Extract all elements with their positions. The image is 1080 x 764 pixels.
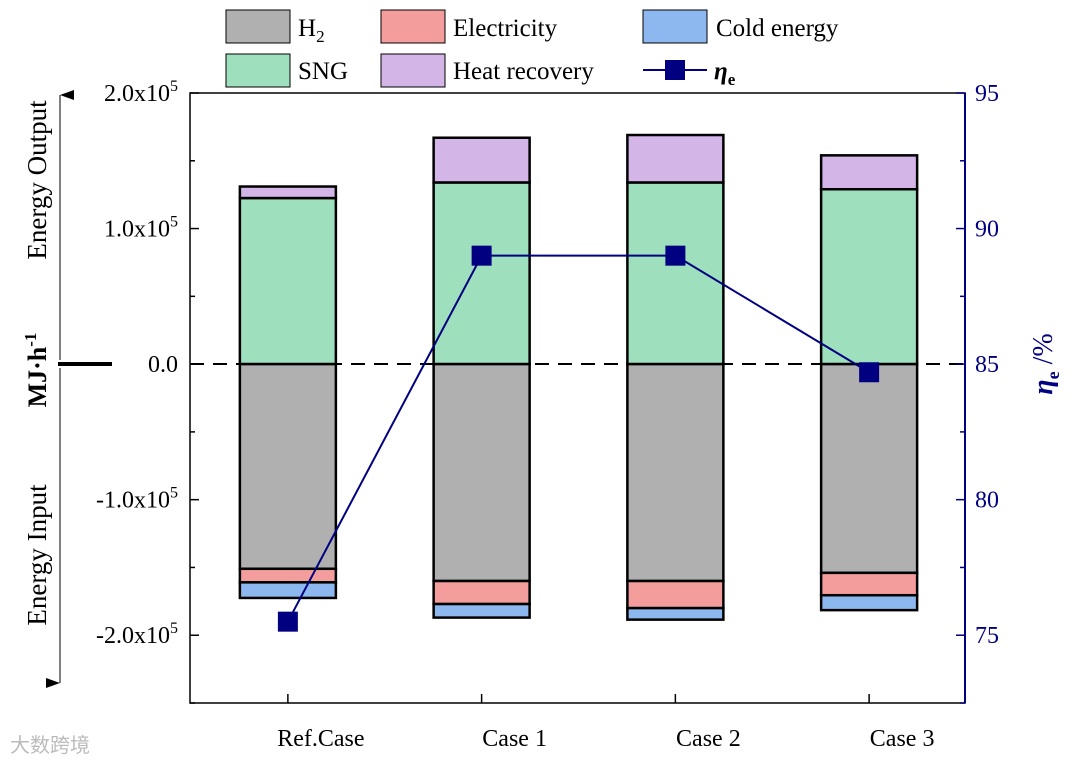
bar-cold-energy — [819, 593, 919, 612]
x-tick-label: Ref.Case — [277, 726, 364, 752]
efficiency-point — [665, 245, 686, 266]
bar-cold-energy — [238, 581, 338, 600]
left-tick-label: 2.0x105 — [104, 78, 178, 107]
unit-exponent: -1 — [21, 333, 40, 347]
bar-heat-recovery — [626, 133, 725, 184]
right-tick-label: 80 — [975, 488, 999, 514]
left-tick-label: -1.0x105 — [96, 485, 178, 514]
x-tick-label: Case 3 — [870, 726, 935, 752]
bar-sng — [626, 181, 725, 366]
efficiency-line — [286, 254, 870, 623]
energy-input-label: Energy Input — [22, 484, 52, 626]
unit-text: MJ·h — [23, 346, 52, 407]
legend-swatch-cold-energy — [642, 9, 708, 44]
left-axis: 2.0x105 1.0x105 0.0 -1.0x105 -2.0x105 — [96, 78, 199, 704]
legend-swatch-h2 — [225, 9, 291, 44]
legend-swatch-sng — [225, 53, 291, 88]
left-tick-label: 0.0 — [148, 352, 178, 378]
legend: H2 Electricity Cold energy SNG Heat reco… — [225, 9, 839, 89]
bar-cold-energy — [626, 606, 725, 621]
efficiency-point — [859, 362, 880, 383]
bar-sng — [238, 196, 338, 366]
right-tick-label: 85 — [975, 352, 999, 378]
right-axis: 75 80 85 90 95 — [956, 81, 999, 704]
bar-electricity — [626, 579, 725, 610]
left-tick-label: -2.0x105 — [96, 620, 178, 649]
energy-output-label: Energy Output — [22, 100, 52, 260]
right-axis-unit: /% — [1028, 333, 1059, 371]
legend-label-h2: H2 — [298, 15, 325, 46]
x-tick-label: Case 2 — [676, 726, 741, 752]
right-axis-label: ηe /% — [1028, 333, 1063, 394]
eta-symbol: η — [1028, 379, 1059, 394]
legend-label-cold-energy: Cold energy — [716, 15, 839, 42]
bar-heat-recovery — [238, 185, 338, 200]
bar-sng — [432, 181, 531, 366]
left-tick-label: 1.0x105 — [104, 214, 178, 243]
unit-label: MJ·h-1 — [21, 333, 52, 408]
x-axis: Ref.Case Case 1 Case 2 Case 3 — [277, 694, 934, 752]
legend-label-eta: ηe — [714, 58, 736, 89]
efficiency-point — [471, 245, 492, 266]
bar-h2 — [238, 362, 338, 571]
legend-marker-eta — [665, 60, 685, 80]
bar-heat-recovery — [819, 154, 919, 191]
efficiency-point — [277, 611, 298, 632]
bar-h2 — [432, 362, 531, 583]
bar-h2 — [626, 362, 725, 583]
right-tick-label: 95 — [975, 81, 999, 107]
right-tick-label: 75 — [975, 623, 999, 649]
bars-group — [238, 133, 919, 621]
x-tick-label: Case 1 — [482, 726, 547, 752]
bar-heat-recovery — [432, 136, 531, 184]
legend-swatch-heat-recovery — [380, 53, 446, 88]
bar-cold-energy — [432, 602, 531, 619]
right-tick-label: 90 — [975, 217, 999, 243]
legend-label-electricity: Electricity — [453, 15, 558, 42]
bar-electricity — [819, 571, 919, 597]
legend-label-sng: SNG — [298, 58, 348, 85]
bar-electricity — [238, 567, 338, 584]
bar-electricity — [432, 579, 531, 606]
legend-swatch-electricity — [380, 9, 446, 44]
legend-label-heat-recovery: Heat recovery — [453, 58, 594, 85]
bar-sng — [819, 187, 919, 366]
efficiency-line-group — [277, 245, 880, 632]
eta-sub: e — [1043, 371, 1063, 379]
bar-h2 — [819, 362, 919, 575]
watermark: 大数跨境 — [10, 733, 90, 757]
